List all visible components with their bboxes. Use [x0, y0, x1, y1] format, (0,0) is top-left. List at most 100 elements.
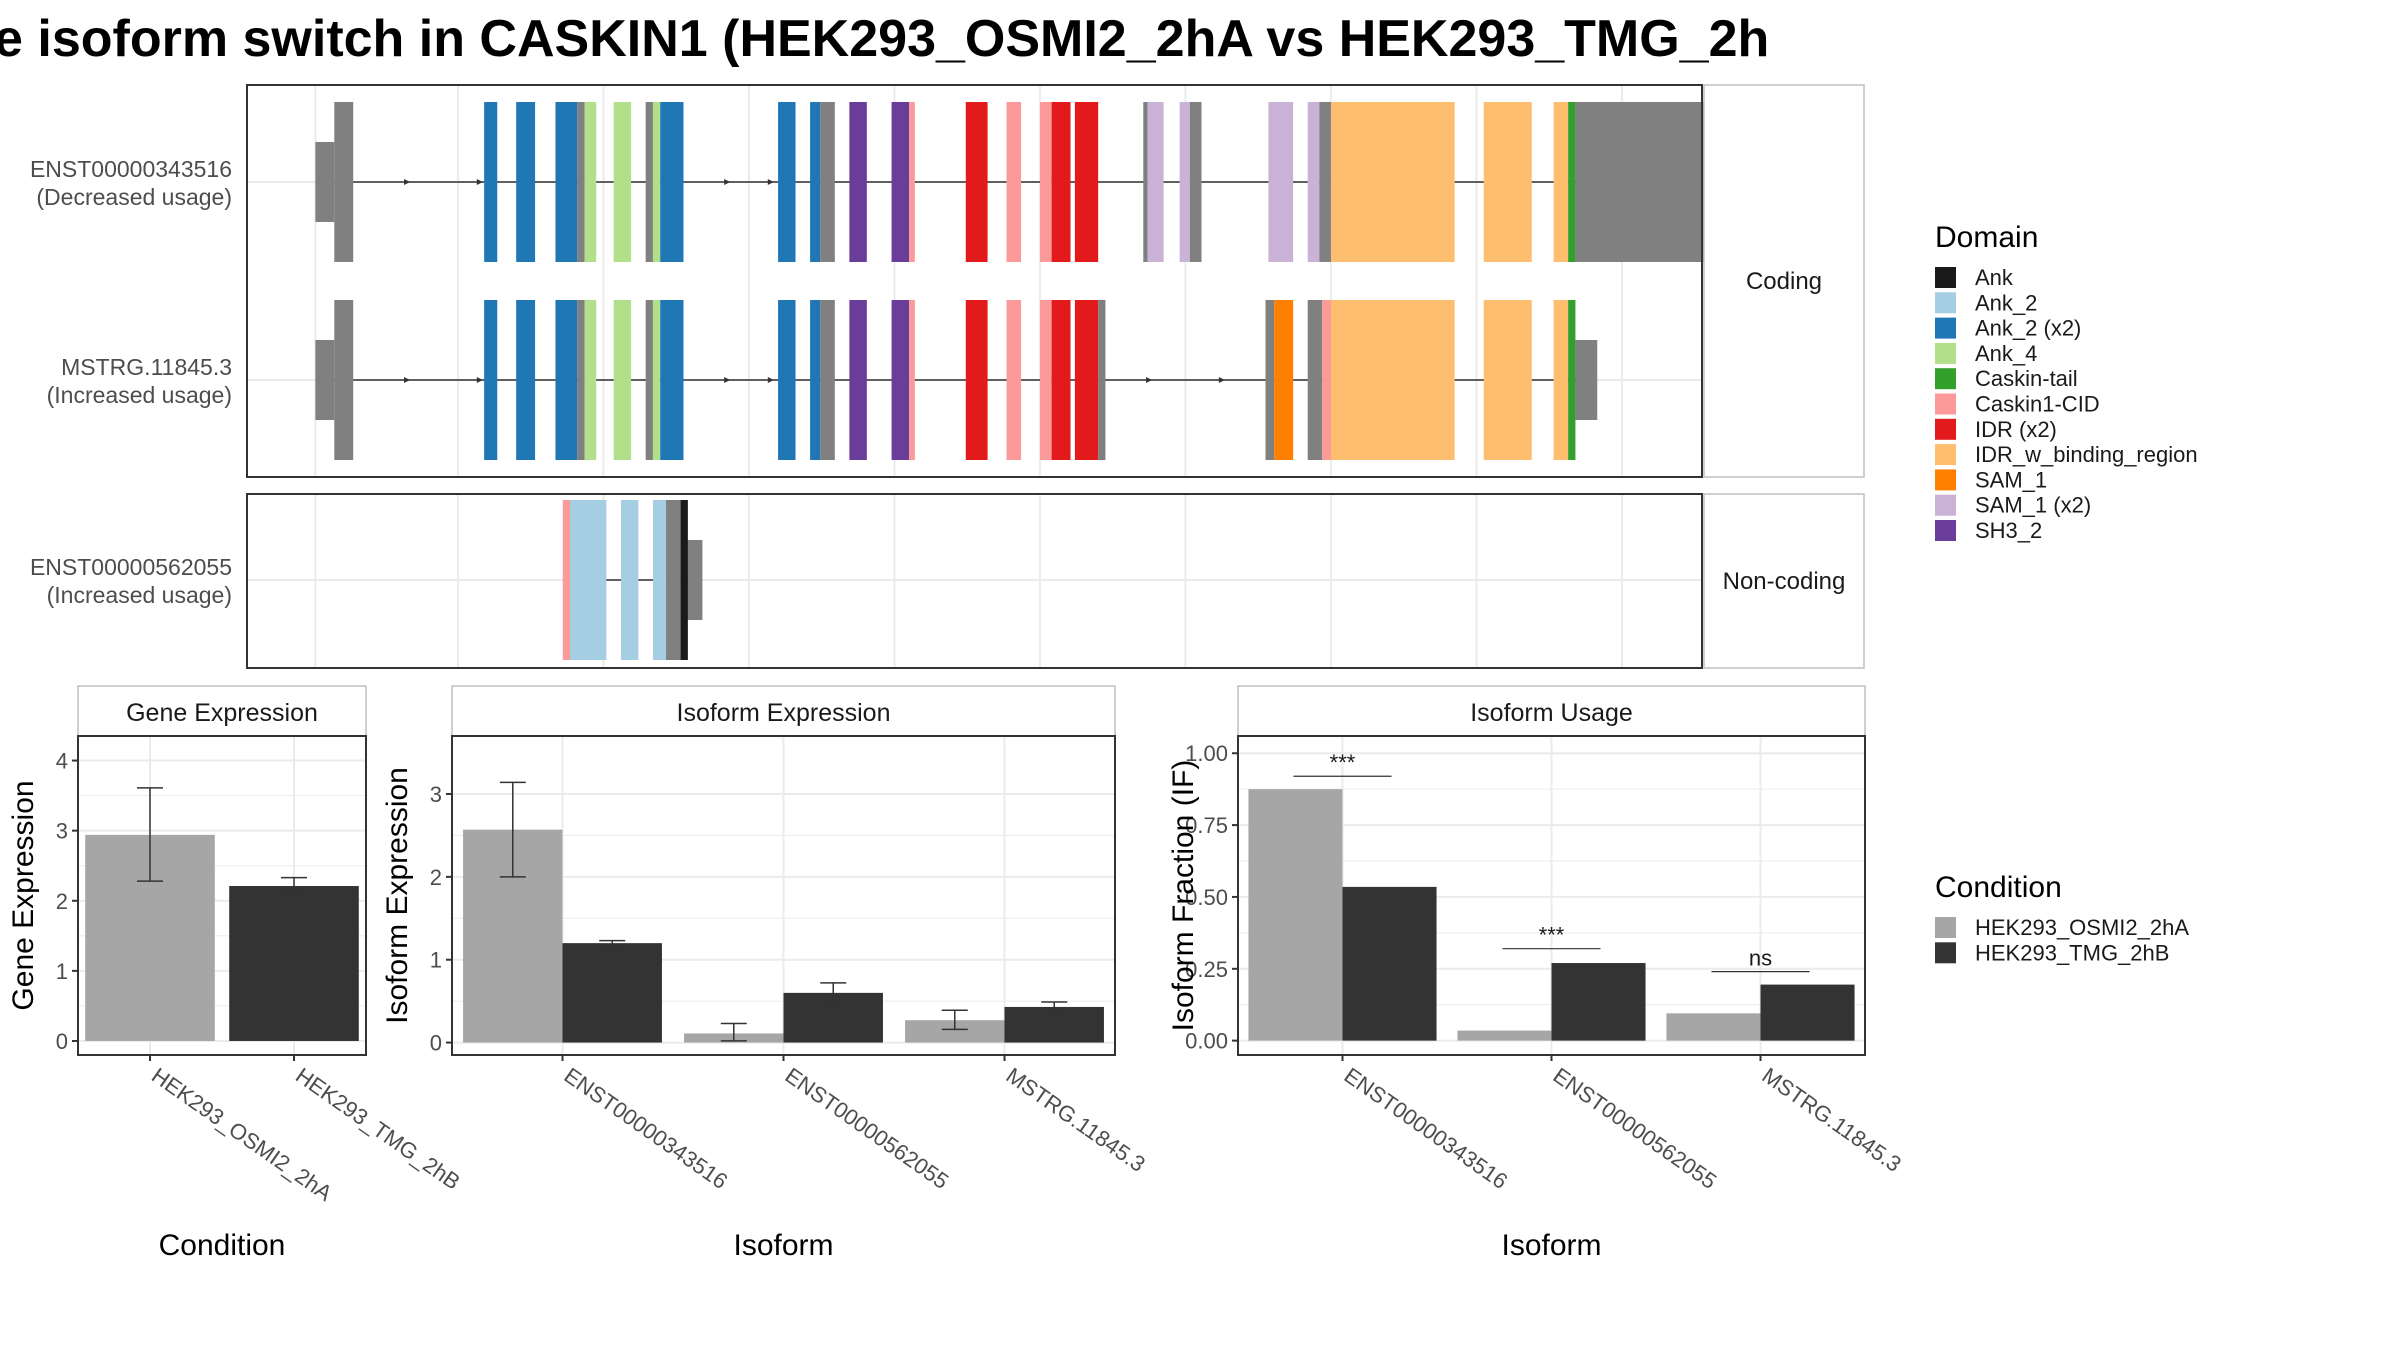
- exon-segment: [660, 300, 684, 460]
- exon-segment: [484, 300, 498, 460]
- isoform-usage-label: (Decreased usage): [36, 184, 232, 210]
- exon-segment: [645, 102, 653, 262]
- legend-swatch: [1935, 418, 1956, 440]
- exon-segment: [849, 102, 867, 262]
- exon-segment: [1147, 102, 1164, 262]
- exon-segment: [778, 300, 796, 460]
- exon-segment: [484, 102, 498, 262]
- legend-swatch: [1935, 317, 1956, 339]
- exon-segment: [652, 300, 661, 460]
- legend-label: SH3_2: [1975, 518, 2042, 543]
- legend-swatch: [1935, 267, 1956, 288]
- y-axis-title: Gene Expression: [7, 780, 40, 1010]
- significance-label: ns: [1749, 946, 1772, 971]
- legend-label: SAM_1: [1975, 467, 2047, 492]
- exon-segment: [1553, 102, 1569, 262]
- legend-swatch: [1935, 942, 1956, 964]
- exon-segment: [1330, 102, 1455, 262]
- bar: [1004, 1006, 1104, 1043]
- exon-segment: [652, 102, 661, 262]
- exon-segment: [891, 300, 910, 460]
- exon-segment: [645, 300, 653, 460]
- exon-segment: [820, 102, 835, 262]
- legend-label: Ank_4: [1975, 341, 2037, 366]
- exon-segment: [666, 500, 681, 660]
- legend-title: Domain: [1935, 221, 2038, 254]
- y-tick-label: 3: [430, 782, 442, 807]
- legend-swatch: [1935, 520, 1956, 541]
- chart-title-strip: [1237, 685, 1866, 737]
- significance-label: ***: [1330, 750, 1356, 775]
- exon-segment: [334, 300, 354, 460]
- strand-arrow: [724, 377, 731, 383]
- isoform-structure-panels: Coding Non-coding ENST00000343516(Decrease…: [30, 84, 1865, 669]
- legend-swatch: [1935, 342, 1956, 364]
- exon-segment: [1006, 102, 1022, 262]
- y-axis-title: Isoform Expression: [381, 767, 414, 1024]
- noncoding-structure-panel: [246, 493, 1703, 669]
- y-tick-label: 1.00: [1185, 741, 1228, 766]
- exon-segment: [1039, 102, 1052, 262]
- legend-swatch: [1935, 292, 1956, 314]
- chart-title: Gene Expression: [126, 699, 318, 727]
- exon-segment: [1039, 300, 1052, 460]
- strip-background: [1703, 84, 1865, 478]
- y-tick-label: 0: [430, 1031, 442, 1056]
- isoform-track: [315, 300, 1598, 460]
- bar: [1666, 1013, 1761, 1041]
- exon-segment: [680, 500, 684, 660]
- significance-label: ***: [1539, 923, 1565, 948]
- exon-segment: [613, 300, 632, 460]
- bar: [1248, 789, 1343, 1041]
- exon-segment: [577, 300, 585, 460]
- legend-label: IDR (x2): [1975, 417, 2057, 442]
- strand-arrow: [404, 179, 411, 185]
- legend-title: Condition: [1935, 871, 2062, 904]
- legend-swatch: [1935, 494, 1956, 516]
- exon-segment: [1179, 102, 1190, 262]
- exon-segment: [1307, 102, 1320, 262]
- isoform-track: [562, 500, 703, 660]
- exon-segment: [334, 102, 354, 262]
- strip-label: Coding: [1746, 268, 1822, 295]
- exon-segment: [965, 102, 988, 262]
- legend-label: Ank: [1975, 265, 2014, 290]
- legend-label: IDR_w_binding_region: [1975, 442, 2198, 467]
- exon-segment: [778, 102, 796, 262]
- strand-arrow: [767, 377, 774, 383]
- legend-swatch: [1935, 444, 1956, 466]
- y-axis-title: Isoform Fraction (IF): [1167, 760, 1200, 1032]
- bar: [1760, 984, 1855, 1041]
- exon-segment: [555, 300, 578, 460]
- legend-label: Caskin1-CID: [1975, 392, 2100, 417]
- coding-panel-strip: Coding: [1703, 84, 1865, 478]
- chart-plot-border: [77, 735, 367, 1056]
- legend-label: Caskin-tail: [1975, 366, 2078, 391]
- y-tick-label: 0.25: [1185, 957, 1228, 982]
- y-tick-label: 2: [56, 889, 68, 914]
- strip-background: [1703, 493, 1865, 669]
- exon-segment: [1568, 102, 1576, 262]
- exon-segment: [1098, 300, 1106, 460]
- exon-segment: [1322, 300, 1331, 460]
- y-tick-label: 4: [56, 749, 68, 774]
- exon-segment: [1307, 300, 1323, 460]
- exon-segment: [683, 500, 688, 660]
- exon-segment: [810, 102, 821, 262]
- y-tick-label: 0.50: [1185, 885, 1228, 910]
- exon-segment: [516, 102, 536, 262]
- figure-title: e isoform switch in CASKIN1 (HEK293_OSMI…: [0, 10, 1769, 68]
- exon-segment: [570, 500, 607, 660]
- exon-segment: [516, 300, 536, 460]
- chart-title-strip: [77, 685, 367, 737]
- legend-label: HEK293_TMG_2hB: [1975, 940, 2169, 965]
- x-axis-title: Isoform: [1501, 1229, 1601, 1262]
- exon-segment: [1006, 300, 1022, 460]
- exon-segment: [584, 300, 597, 460]
- exon-segment: [909, 300, 915, 460]
- legend-swatch: [1935, 469, 1956, 491]
- exon-segment: [909, 102, 915, 262]
